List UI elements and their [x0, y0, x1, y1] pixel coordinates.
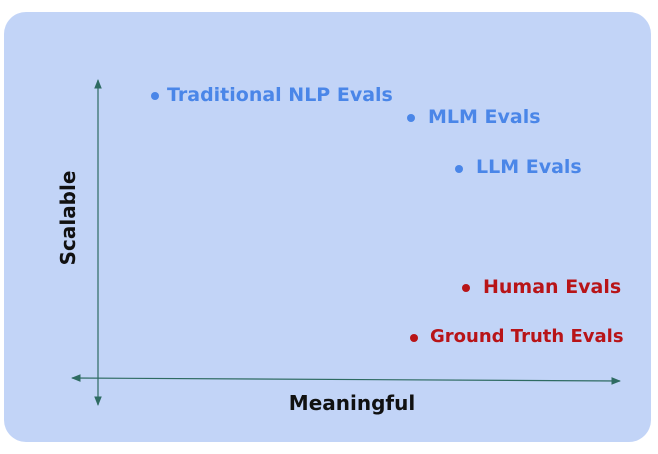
item-label: Traditional NLP Evals [167, 84, 393, 106]
item-label: LLM Evals [476, 156, 582, 178]
x-axis-line [71, 374, 621, 385]
x-axis-title: Meaningful [288, 391, 416, 415]
point-marker [410, 334, 418, 342]
diagram-panel [4, 12, 651, 442]
item-label: Human Evals [483, 276, 622, 298]
item-label: Ground Truth Evals [430, 326, 624, 347]
y-axis-title: Scalable [56, 170, 80, 266]
point-marker [407, 114, 415, 122]
point-marker [151, 92, 159, 100]
point-marker [455, 165, 463, 173]
point-marker [462, 284, 470, 292]
item-label: MLM Evals [428, 106, 541, 128]
